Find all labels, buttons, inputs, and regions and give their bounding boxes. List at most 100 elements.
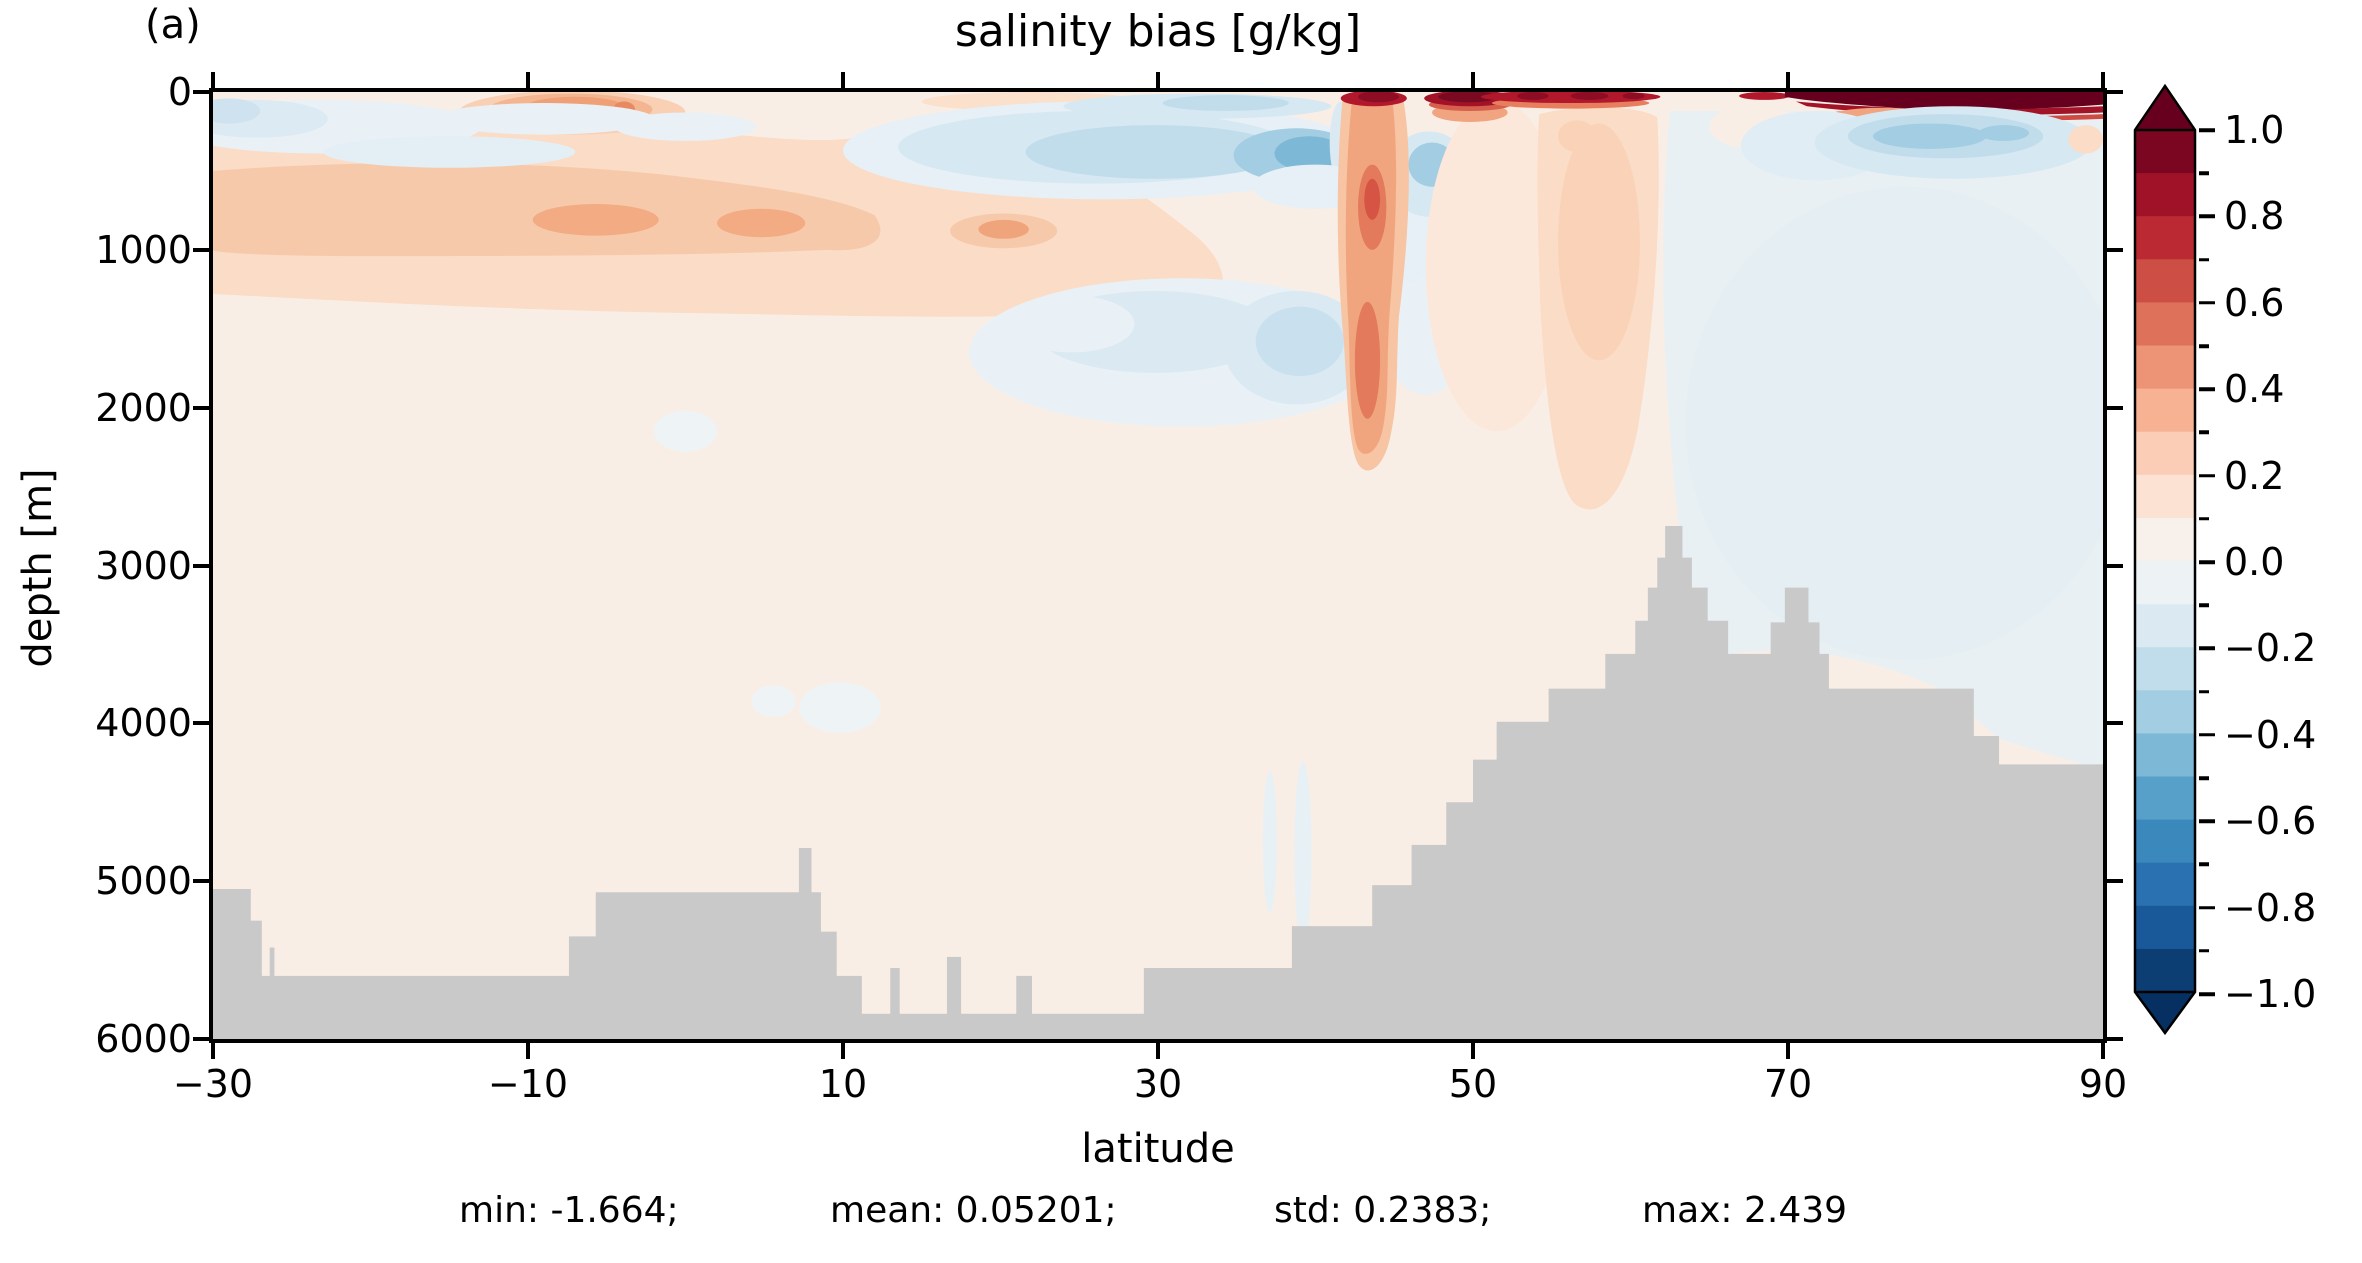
colorbar-tick-marks: [2199, 128, 2215, 996]
stat-mean: mean: 0.05201;: [830, 1190, 1117, 1231]
field-faint-deep-details: [654, 410, 1312, 945]
y-tick-mark: [2107, 563, 2123, 568]
x-tick-mark: [525, 72, 530, 88]
colorbar-segments: [2135, 130, 2195, 993]
x-tick-labels: −30 −10 10 30 50 70 90: [173, 1062, 2127, 1108]
colorbar-segment: [2135, 647, 2195, 691]
y-tick-label: 0: [167, 70, 192, 114]
plot-area: [209, 88, 2107, 1043]
colorbar-major-tick: [2199, 473, 2215, 478]
y-axis-label: depth [m]: [15, 468, 61, 668]
colorbar-tick-label: −0.2: [2224, 626, 2317, 671]
x-tick-label: 70: [1763, 1062, 1813, 1106]
colorbar-segment: [2135, 216, 2195, 260]
y-tick-mark: [193, 1037, 209, 1041]
plot-title: salinity bias [g/kg]: [954, 6, 1362, 57]
stat-min: min: -1.664;: [459, 1190, 679, 1231]
x-tick-mark: [1786, 72, 1790, 88]
bathymetry: [213, 526, 2103, 1039]
field-subpolar-fresh-patch: [1709, 104, 2103, 181]
colorbar-segment: [2135, 173, 2195, 217]
colorbar-segment: [2135, 561, 2195, 605]
colorbar-minor-tick: [2199, 517, 2209, 521]
y-tick-mark: [2107, 879, 2123, 884]
colorbar-segment: [2135, 259, 2195, 303]
y-tick-mark: [193, 90, 209, 94]
colorbar-tick-label: 0.4: [2224, 367, 2285, 412]
colorbar-segment: [2135, 345, 2195, 390]
colorbar-minor-tick: [2199, 257, 2209, 262]
stat-max: max: 2.439: [1642, 1190, 1848, 1231]
x-tick-mark: [211, 72, 215, 88]
colorbar-segment: [2135, 862, 2195, 907]
y-tick-marks-left: [193, 90, 209, 1041]
colorbar-major-tick: [2199, 733, 2215, 737]
y-tick-mark: [2107, 90, 2123, 94]
colorbar-tick-label: 0.8: [2224, 194, 2285, 239]
x-tick-label: −10: [487, 1062, 569, 1106]
x-tick-marks-top: [211, 72, 2105, 88]
colorbar-outline: [2133, 84, 2197, 1035]
colorbar-segment: [2135, 431, 2195, 476]
x-tick-label: 90: [2078, 1062, 2128, 1106]
colorbar-major-tick: [2199, 646, 2215, 651]
colorbar: [2133, 84, 2197, 1035]
x-tick-mark: [525, 1043, 530, 1059]
y-tick-mark: [193, 563, 209, 568]
y-tick-marks-right: [2107, 90, 2123, 1041]
colorbar-tick-label: 0.2: [2224, 453, 2285, 498]
field-arctic-negative-region: [1663, 110, 2103, 771]
colorbar-minor-tick: [2199, 430, 2209, 435]
colorbar-segment: [2135, 690, 2195, 734]
field-surface-fresh-wisps-south: [213, 98, 757, 168]
y-tick-label: 4000: [95, 701, 192, 746]
colorbar-minor-tick: [2199, 862, 2209, 867]
x-tick-mark: [2101, 72, 2105, 88]
colorbar-tick-label: −0.4: [2224, 712, 2317, 757]
colorbar-major-tick: [2199, 992, 2215, 996]
x-axis-label: latitude: [1081, 1126, 1235, 1172]
y-tick-mark: [193, 879, 209, 884]
colorbar-tick-label: 1.0: [2224, 108, 2285, 152]
colorbar-segment: [2135, 130, 2195, 174]
y-tick-label: 6000: [95, 1017, 192, 1061]
colorbar-tick-label: 0.6: [2224, 280, 2285, 325]
field-midlat-fresh-band: [843, 93, 1379, 209]
y-tick-mark: [2107, 721, 2123, 726]
x-tick-mark: [211, 1043, 215, 1059]
colorbar-segment: [2135, 776, 2195, 821]
contour-field: [213, 92, 2103, 1039]
x-tick-mark: [1156, 72, 1160, 88]
x-tick-mark: [2101, 1043, 2105, 1059]
colorbar-minor-tick: [2199, 689, 2209, 694]
colorbar-segment: [2135, 302, 2195, 347]
x-tick-mark: [1470, 72, 1475, 88]
colorbar-minor-tick: [2199, 776, 2209, 780]
colorbar-segment: [2135, 604, 2195, 648]
x-tick-label: 30: [1133, 1062, 1183, 1106]
colorbar-tick-label: 0.0: [2224, 540, 2285, 584]
y-tick-label: 5000: [95, 859, 192, 904]
colorbar-major-tick: [2199, 387, 2215, 391]
colorbar-segment: [2135, 474, 2195, 519]
y-tick-mark: [193, 721, 209, 726]
colorbar-minor-tick: [2199, 603, 2209, 607]
x-tick-label: 50: [1448, 1062, 1498, 1106]
x-tick-mark: [1156, 1043, 1160, 1059]
colorbar-segment: [2135, 819, 2195, 864]
x-tick-mark: [1470, 1043, 1475, 1059]
colorbar-minor-tick: [2199, 949, 2209, 953]
y-tick-mark: [193, 405, 209, 410]
colorbar-segment: [2135, 517, 2195, 562]
colorbar-segment: [2135, 388, 2195, 433]
x-tick-mark: [1786, 1043, 1790, 1059]
x-tick-mark: [840, 1043, 845, 1059]
colorbar-major-tick: [2199, 214, 2215, 219]
colorbar-tick-label: −1.0: [2224, 972, 2317, 1016]
y-tick-labels: 0 1000 2000 3000 4000 5000 6000: [26, 70, 192, 1061]
colorbar-segment: [2135, 948, 2195, 993]
colorbar-under-arrow: [2135, 992, 2195, 1033]
colorbar-tick-label: −0.6: [2224, 799, 2317, 844]
colorbar-major-tick: [2199, 819, 2215, 823]
x-tick-mark: [840, 72, 845, 88]
